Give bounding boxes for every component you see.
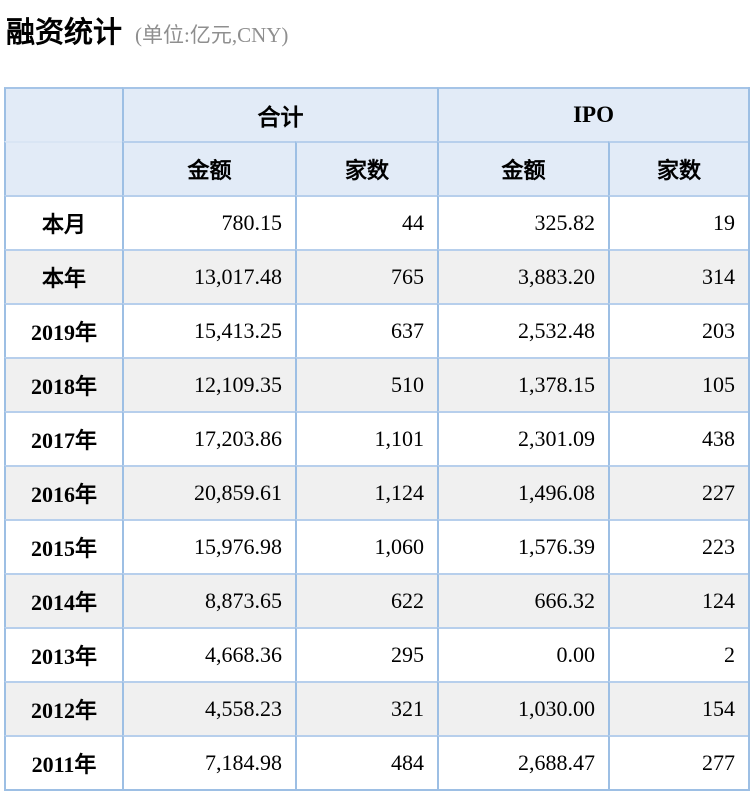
row-label: 本月 bbox=[4, 195, 122, 249]
cell-ipo-count: 105 bbox=[608, 357, 749, 411]
row-label: 2014年 bbox=[4, 573, 122, 627]
cell-total-count: 622 bbox=[295, 573, 437, 627]
cell-ipo-amount: 3,883.20 bbox=[437, 249, 608, 303]
column-group-total: 合计 bbox=[122, 87, 437, 141]
corner-cell-top bbox=[4, 87, 122, 141]
cell-ipo-count: 227 bbox=[608, 465, 749, 519]
cell-total-count: 637 bbox=[295, 303, 437, 357]
subheader-ipo-amount: 金额 bbox=[437, 141, 608, 195]
table-row-2011: 2011年 7,184.98 484 2,688.47 277 bbox=[4, 735, 749, 789]
table-row-this-month: 本月 780.15 44 325.82 19 bbox=[4, 195, 749, 249]
table-row-2016: 2016年 20,859.61 1,124 1,496.08 227 bbox=[4, 465, 749, 519]
cell-ipo-amount: 1,378.15 bbox=[437, 357, 608, 411]
cell-ipo-count: 314 bbox=[608, 249, 749, 303]
subheader-ipo-count: 家数 bbox=[608, 141, 749, 195]
table-body: 本月 780.15 44 325.82 19 本年 13,017.48 765 … bbox=[4, 195, 749, 789]
table-row-2013: 2013年 4,668.36 295 0.00 2 bbox=[4, 627, 749, 681]
cell-total-amount: 17,203.86 bbox=[122, 411, 295, 465]
cell-ipo-count: 277 bbox=[608, 735, 749, 789]
cell-ipo-amount: 0.00 bbox=[437, 627, 608, 681]
cell-ipo-count: 203 bbox=[608, 303, 749, 357]
header-sub-row: 金额 家数 金额 家数 bbox=[4, 141, 749, 195]
row-label: 2016年 bbox=[4, 465, 122, 519]
cell-total-count: 1,060 bbox=[295, 519, 437, 573]
cell-ipo-count: 19 bbox=[608, 195, 749, 249]
cell-ipo-count: 124 bbox=[608, 573, 749, 627]
cell-total-count: 295 bbox=[295, 627, 437, 681]
cell-total-amount: 13,017.48 bbox=[122, 249, 295, 303]
cell-total-amount: 20,859.61 bbox=[122, 465, 295, 519]
table-row-2019: 2019年 15,413.25 637 2,532.48 203 bbox=[4, 303, 749, 357]
table-row-2015: 2015年 15,976.98 1,060 1,576.39 223 bbox=[4, 519, 749, 573]
table-row-this-year: 本年 13,017.48 765 3,883.20 314 bbox=[4, 249, 749, 303]
cell-total-amount: 780.15 bbox=[122, 195, 295, 249]
cell-ipo-amount: 2,301.09 bbox=[437, 411, 608, 465]
column-group-ipo: IPO bbox=[437, 87, 749, 141]
cell-total-amount: 4,668.36 bbox=[122, 627, 295, 681]
header-group-row: 合计 IPO bbox=[4, 87, 749, 141]
cell-total-count: 765 bbox=[295, 249, 437, 303]
cell-ipo-count: 438 bbox=[608, 411, 749, 465]
row-label: 2012年 bbox=[4, 681, 122, 735]
financing-statistics-table: 合计 IPO 金额 家数 金额 家数 本月 780.15 44 325.82 1… bbox=[4, 87, 751, 791]
cell-ipo-amount: 1,496.08 bbox=[437, 465, 608, 519]
table-row-2018: 2018年 12,109.35 510 1,378.15 105 bbox=[4, 357, 749, 411]
cell-total-count: 1,124 bbox=[295, 465, 437, 519]
corner-cell-bottom bbox=[4, 141, 122, 195]
cell-total-count: 44 bbox=[295, 195, 437, 249]
cell-total-amount: 7,184.98 bbox=[122, 735, 295, 789]
cell-ipo-amount: 1,576.39 bbox=[437, 519, 608, 573]
row-label: 2019年 bbox=[4, 303, 122, 357]
cell-total-amount: 15,976.98 bbox=[122, 519, 295, 573]
row-label: 2015年 bbox=[4, 519, 122, 573]
cell-total-amount: 4,558.23 bbox=[122, 681, 295, 735]
row-label: 本年 bbox=[4, 249, 122, 303]
title-unit-label: (单位:亿元,CNY) bbox=[135, 23, 289, 47]
table-row-2017: 2017年 17,203.86 1,101 2,301.09 438 bbox=[4, 411, 749, 465]
cell-total-amount: 12,109.35 bbox=[122, 357, 295, 411]
cell-ipo-count: 154 bbox=[608, 681, 749, 735]
row-label: 2017年 bbox=[4, 411, 122, 465]
table-header: 合计 IPO 金额 家数 金额 家数 bbox=[4, 87, 749, 195]
cell-ipo-amount: 1,030.00 bbox=[437, 681, 608, 735]
row-label: 2011年 bbox=[4, 735, 122, 789]
cell-ipo-count: 2 bbox=[608, 627, 749, 681]
cell-ipo-amount: 2,688.47 bbox=[437, 735, 608, 789]
cell-total-amount: 8,873.65 bbox=[122, 573, 295, 627]
cell-total-amount: 15,413.25 bbox=[122, 303, 295, 357]
cell-ipo-amount: 2,532.48 bbox=[437, 303, 608, 357]
cell-total-count: 484 bbox=[295, 735, 437, 789]
table-row-2014: 2014年 8,873.65 622 666.32 124 bbox=[4, 573, 749, 627]
row-label: 2013年 bbox=[4, 627, 122, 681]
page-title: 融资统计 bbox=[6, 17, 123, 49]
subheader-total-amount: 金额 bbox=[122, 141, 295, 195]
cell-total-count: 321 bbox=[295, 681, 437, 735]
cell-total-count: 510 bbox=[295, 357, 437, 411]
cell-ipo-count: 223 bbox=[608, 519, 749, 573]
row-label: 2018年 bbox=[4, 357, 122, 411]
cell-ipo-amount: 325.82 bbox=[437, 195, 608, 249]
page-title-row: 融资统计 (单位:亿元,CNY) bbox=[4, 16, 754, 51]
cell-total-count: 1,101 bbox=[295, 411, 437, 465]
table-row-2012: 2012年 4,558.23 321 1,030.00 154 bbox=[4, 681, 749, 735]
cell-ipo-amount: 666.32 bbox=[437, 573, 608, 627]
subheader-total-count: 家数 bbox=[295, 141, 437, 195]
